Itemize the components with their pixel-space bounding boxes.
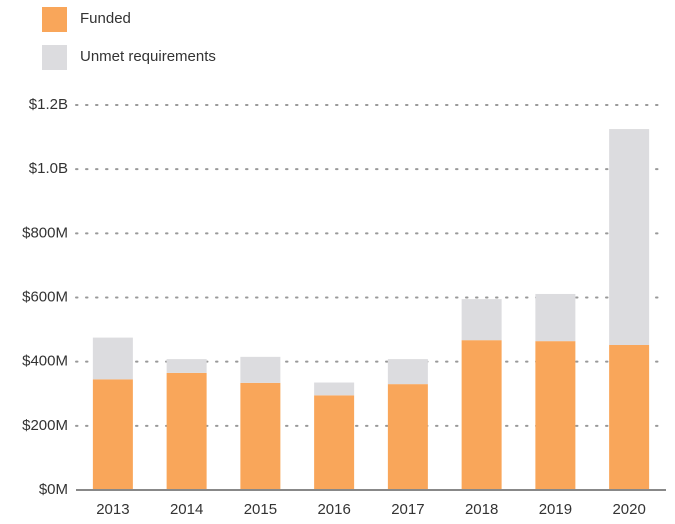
y-tick-label: $1.0B [29, 160, 68, 177]
bar-segment [92, 337, 133, 380]
x-tick-label: 2014 [170, 501, 203, 518]
legend-swatch [42, 7, 67, 32]
bar-segment [609, 129, 650, 345]
legend-label: Funded [80, 10, 131, 27]
bar-segment [314, 382, 355, 396]
bar-segment [387, 384, 428, 490]
legend-swatch [42, 45, 67, 70]
x-tick-label: 2013 [96, 501, 129, 518]
bar-segment [535, 341, 576, 490]
bar-segment [166, 372, 207, 490]
x-tick-label: 2020 [612, 501, 645, 518]
y-tick-label: $600M [22, 288, 68, 305]
x-tick-label: 2015 [244, 501, 277, 518]
x-tick-label: 2018 [465, 501, 498, 518]
bar-segment [535, 293, 576, 342]
bar-segment [240, 356, 281, 383]
bar-segment [92, 379, 133, 490]
bar-segment [166, 359, 207, 373]
x-tick-label: 2019 [539, 501, 572, 518]
y-tick-label: $400M [22, 353, 68, 370]
y-tick-label: $800M [22, 224, 68, 241]
x-tick-label: 2016 [317, 501, 350, 518]
y-tick-label: $1.2B [29, 96, 68, 113]
bar-segment [314, 395, 355, 490]
legend-label: Unmet requirements [80, 48, 216, 65]
bar-segment [461, 299, 502, 341]
y-tick-label: $0M [39, 481, 68, 498]
bar-segment [387, 359, 428, 385]
bar-segment [240, 382, 281, 490]
y-tick-label: $200M [22, 417, 68, 434]
x-tick-label: 2017 [391, 501, 424, 518]
bar-segment [461, 340, 502, 490]
bar-segment [609, 344, 650, 490]
